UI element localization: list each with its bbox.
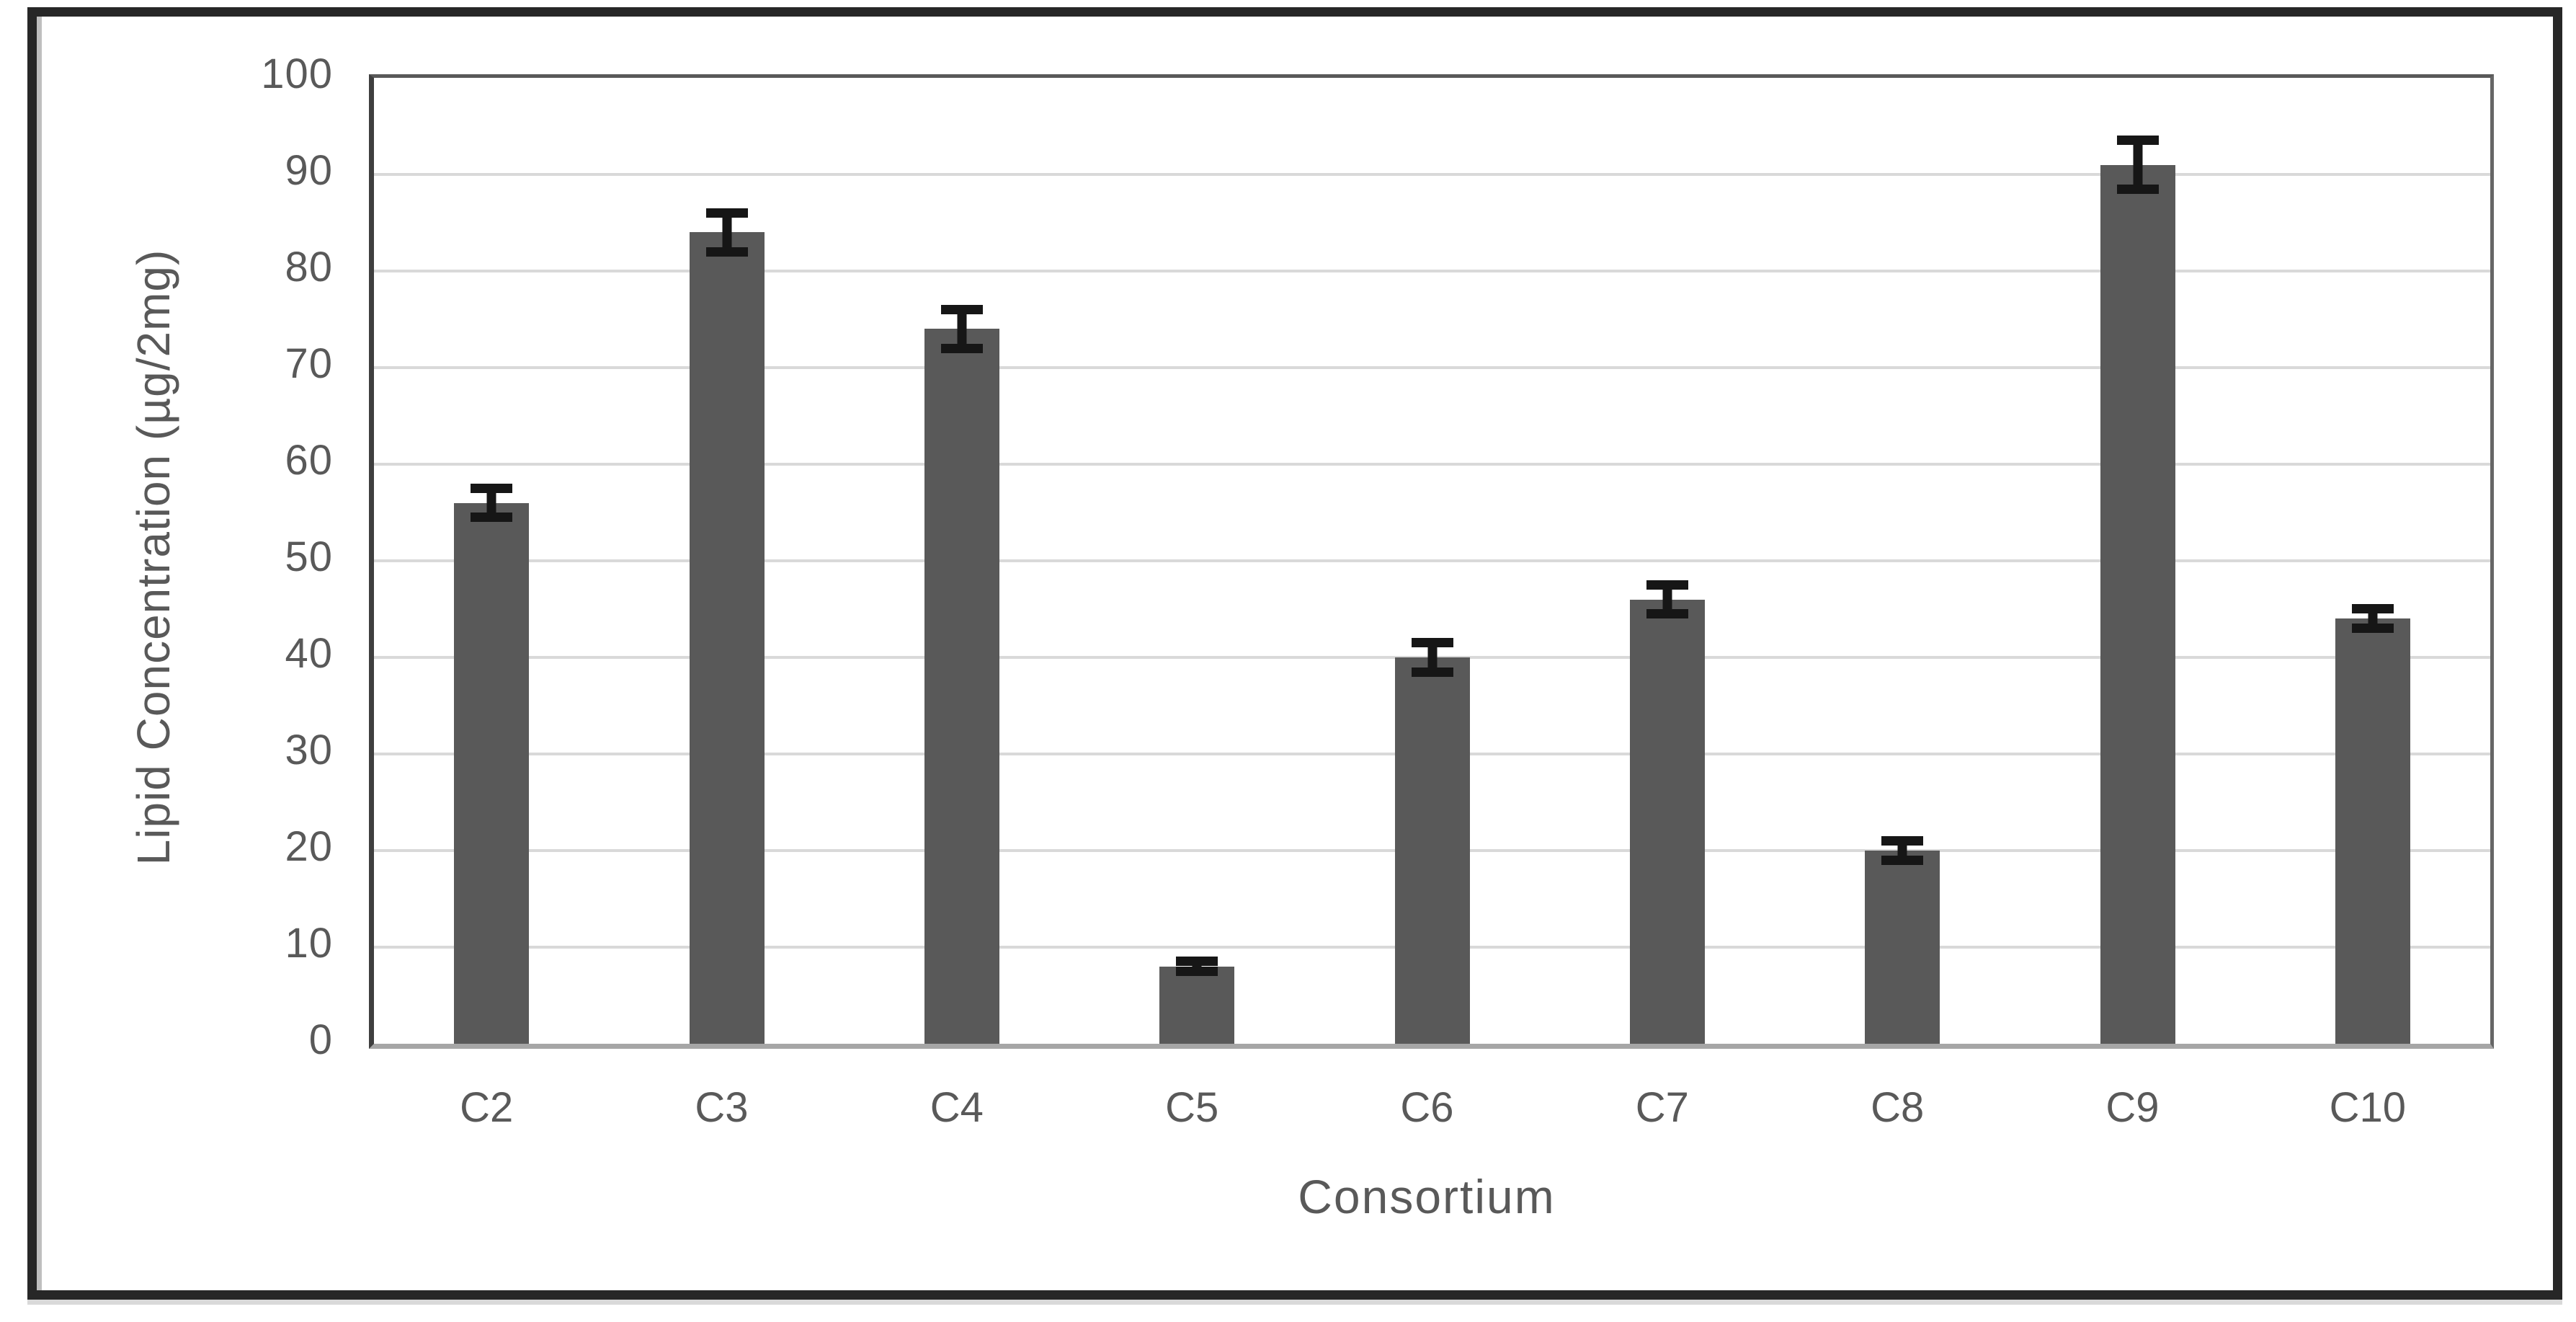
- x-category-label-C3: C3: [695, 1084, 749, 1131]
- y-tick-label-90: 90: [285, 147, 333, 194]
- error-bar-C7: [1646, 580, 1688, 619]
- gridline-y80: [374, 270, 2490, 272]
- error-whisker-line: [957, 304, 967, 353]
- bar-C9: [2100, 164, 2175, 1044]
- y-tick-label-80: 80: [285, 244, 333, 290]
- error-bar-C8: [1881, 835, 1924, 866]
- x-category-label-C10: C10: [2329, 1084, 2407, 1131]
- error-whisker-line: [486, 483, 496, 523]
- error-bar-C9: [2116, 136, 2159, 194]
- error-cap-top: [705, 208, 748, 218]
- error-cap-bottom: [1881, 856, 1924, 866]
- y-tick-label-0: 0: [308, 1016, 333, 1063]
- error-bar-C4: [940, 304, 983, 353]
- x-category-label-C7: C7: [1635, 1084, 1689, 1131]
- bar-C7: [1629, 599, 1705, 1044]
- gridline-y90: [374, 173, 2490, 176]
- y-tick-label-60: 60: [285, 437, 333, 484]
- error-bar-C10: [2351, 604, 2394, 634]
- x-category-label-C9: C9: [2105, 1084, 2160, 1131]
- bar-C4: [924, 329, 999, 1044]
- error-cap-top: [2116, 136, 2159, 146]
- error-cap-bottom: [1411, 667, 1453, 677]
- error-cap-top: [1646, 580, 1688, 590]
- bar-C10: [2335, 618, 2410, 1044]
- y-tick-label-100: 100: [261, 50, 333, 97]
- error-cap-top: [940, 304, 983, 314]
- error-cap-bottom: [2116, 184, 2159, 194]
- bar-C3: [689, 232, 765, 1044]
- error-bar-C6: [1411, 638, 1453, 677]
- error-bar-C5: [1176, 957, 1218, 977]
- error-whisker-line: [2133, 136, 2142, 194]
- bar-C5: [1159, 966, 1235, 1044]
- x-category-label-C5: C5: [1165, 1084, 1219, 1131]
- error-cap-bottom: [1646, 609, 1688, 619]
- bar-C6: [1394, 657, 1470, 1044]
- x-category-label-C8: C8: [1871, 1084, 1925, 1131]
- error-cap-top: [1411, 638, 1453, 648]
- x-category-label-C4: C4: [930, 1084, 984, 1131]
- bar-C2: [454, 502, 530, 1044]
- y-tick-label-50: 50: [285, 533, 333, 580]
- error-bar-C2: [471, 483, 513, 523]
- error-whisker-line: [722, 208, 731, 257]
- x-category-label-C6: C6: [1400, 1084, 1454, 1131]
- gridline-y50: [374, 559, 2490, 562]
- error-cap-bottom: [471, 513, 513, 523]
- y-tick-label-10: 10: [285, 920, 333, 967]
- y-tick-label-20: 20: [285, 823, 333, 870]
- error-bar-C3: [705, 208, 748, 257]
- chart-plot-area: [369, 74, 2494, 1049]
- gridline-y70: [374, 366, 2490, 369]
- y-tick-label-40: 40: [285, 630, 333, 677]
- x-axis-title: Consortium: [1298, 1170, 1556, 1223]
- error-cap-top: [2351, 604, 2394, 614]
- y-tick-label-30: 30: [285, 727, 333, 773]
- error-cap-bottom: [940, 343, 983, 353]
- y-tick-label-70: 70: [285, 340, 333, 387]
- gridline-y60: [374, 463, 2490, 466]
- bar-C8: [1865, 851, 1940, 1044]
- error-cap-top: [471, 483, 513, 493]
- error-whisker-line: [1427, 638, 1437, 677]
- error-cap-bottom: [1176, 967, 1218, 977]
- error-whisker-line: [1662, 580, 1672, 619]
- error-cap-top: [1176, 957, 1218, 967]
- error-cap-bottom: [705, 247, 748, 257]
- error-cap-top: [1881, 835, 1924, 846]
- x-category-label-C2: C2: [460, 1084, 514, 1131]
- error-cap-bottom: [2351, 624, 2394, 634]
